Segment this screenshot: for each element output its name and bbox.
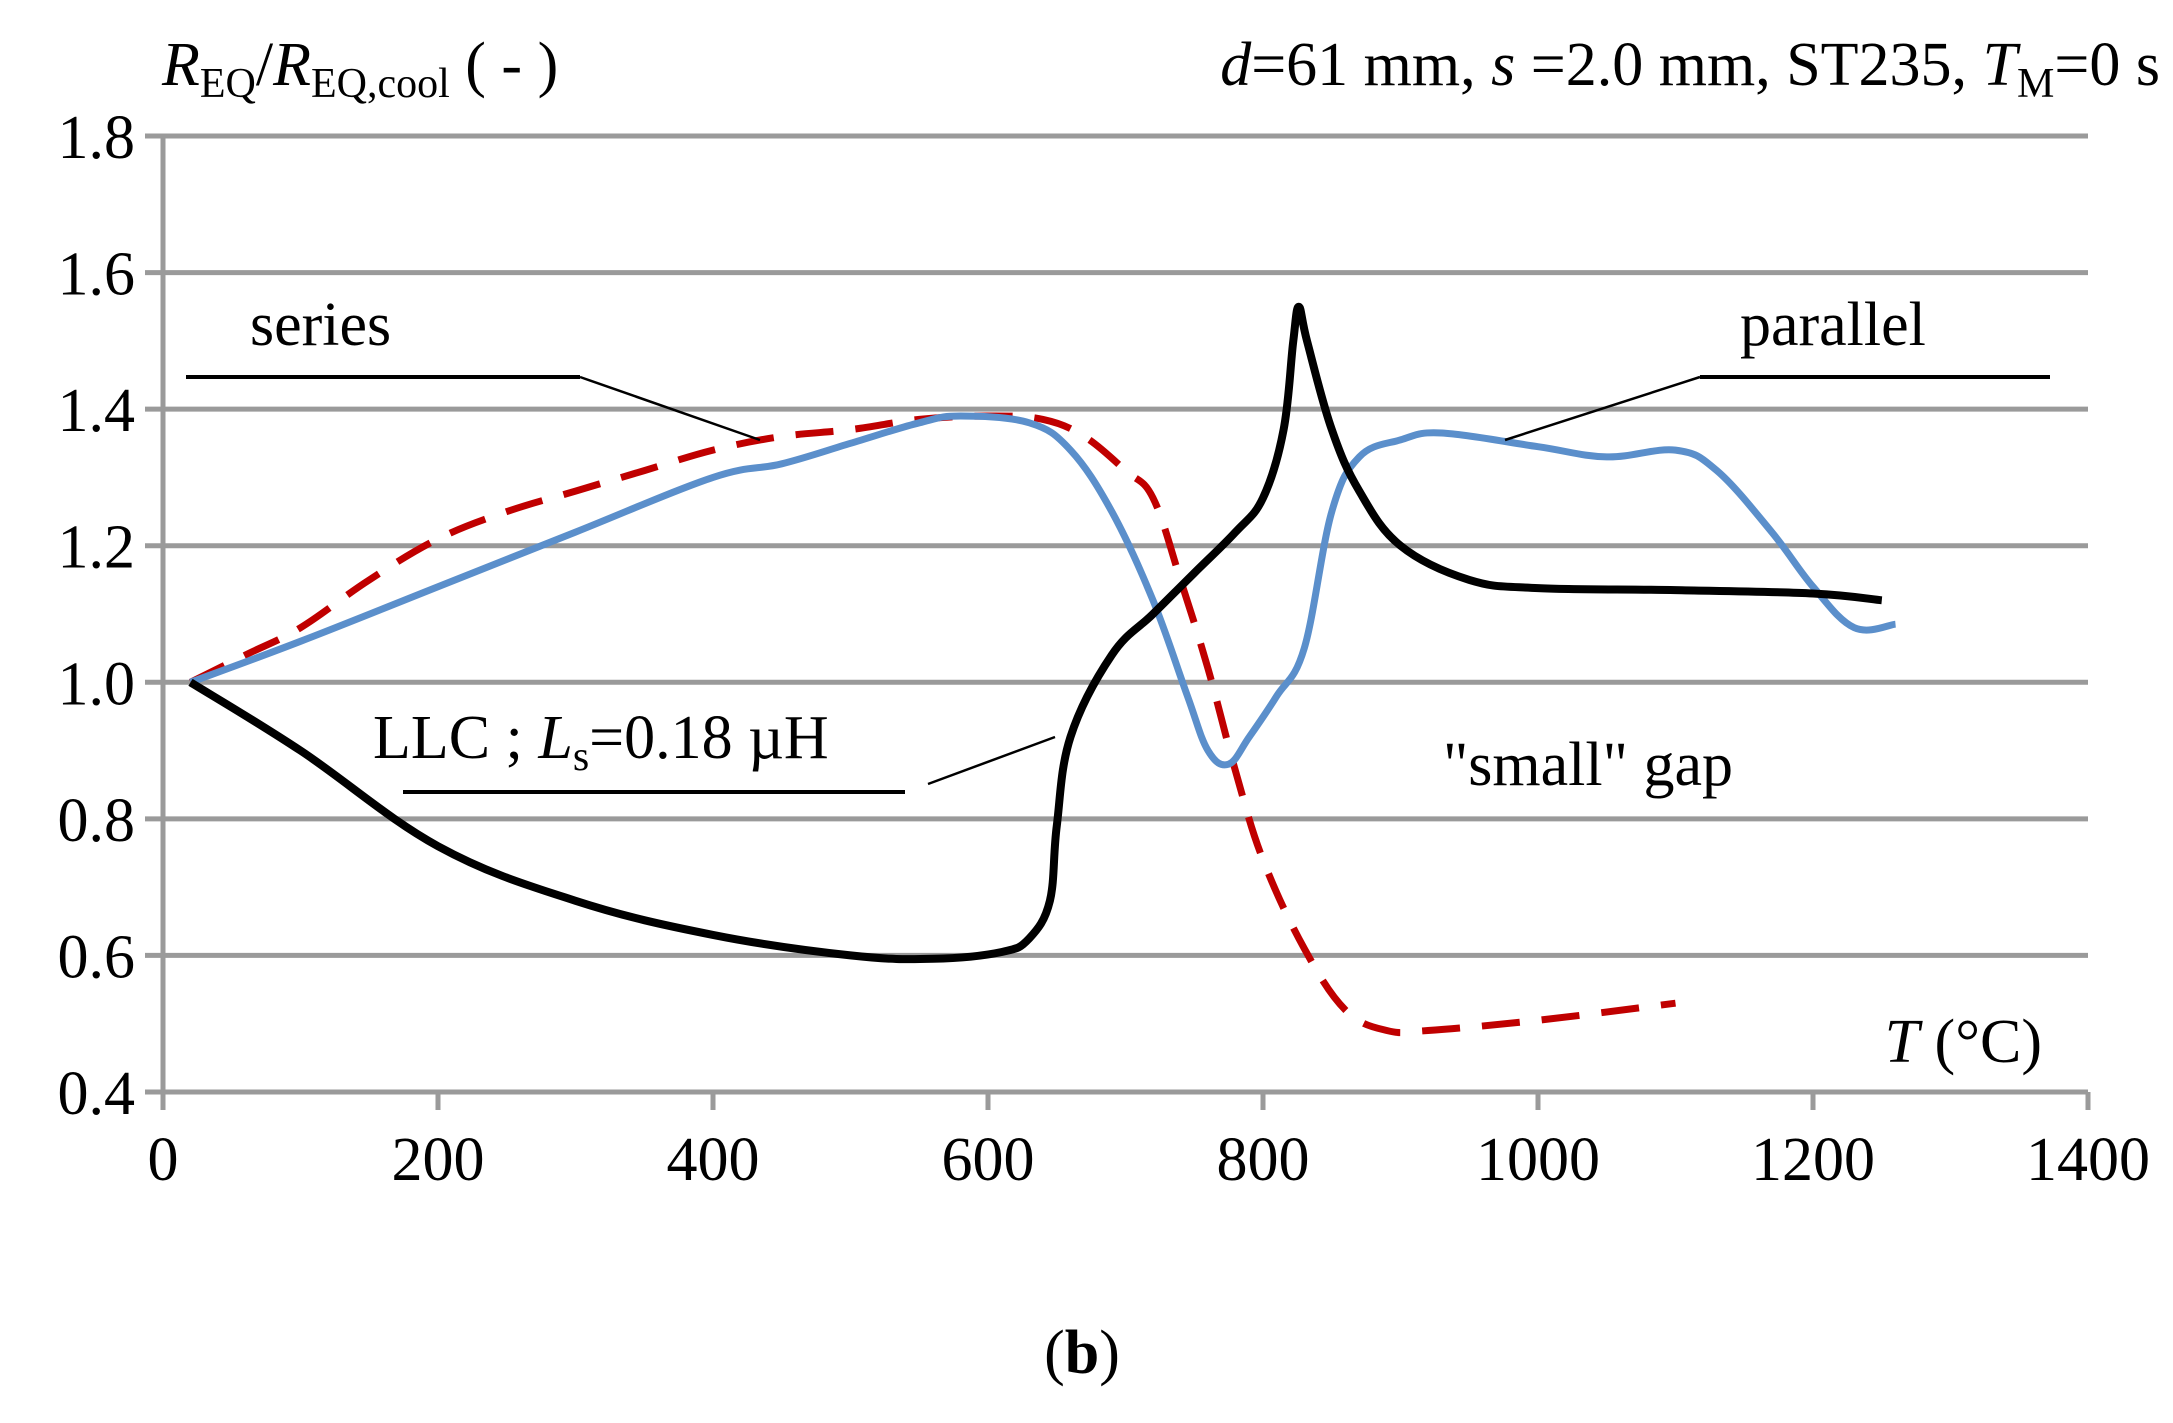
y-tick-label-0.8: 0.8 [58, 787, 136, 855]
grid-lines [163, 133, 2088, 958]
series-leader-line [579, 375, 761, 442]
x-tick-label-200: 200 [392, 1126, 485, 1194]
y-tick-label-1.2: 1.2 [58, 514, 136, 582]
x-tick-labels: 0 200 400 600 800 1000 1200 1400 [148, 1126, 2151, 1194]
x-tick-label-400: 400 [667, 1126, 760, 1194]
y-tick-label-1.4: 1.4 [58, 377, 136, 445]
y-tick-label-0.6: 0.6 [58, 923, 136, 991]
llc-annotation: LLC ; Ls=0.18 µH [373, 704, 829, 780]
y-tick-labels: 0.4 0.6 0.8 1.0 1.2 1.4 1.6 1.8 [58, 104, 136, 1128]
gap-annotation: "small" gap [1443, 731, 1733, 799]
x-tick-label-0: 0 [148, 1126, 179, 1194]
x-axis-label: T (°C) [1885, 1008, 2042, 1076]
panel-label: (b) [1044, 1319, 1120, 1387]
line-series [188, 412, 1676, 1037]
x-tick-label-1000: 1000 [1476, 1126, 1600, 1194]
parallel-annotation: parallel [1740, 291, 1926, 359]
chart-title: d=61 mm, s =2.0 mm, ST235, TM=0 s [1220, 31, 2160, 107]
series-annotation: series [250, 291, 391, 359]
x-tick-label-600: 600 [942, 1126, 1035, 1194]
y-tick-label-1.0: 1.0 [58, 650, 136, 718]
axes [145, 133, 2091, 1110]
line-parallel [189, 412, 1897, 769]
x-tick-label-1400: 1400 [2026, 1126, 2150, 1194]
y-axis-label: REQ/REQ,cool ( - ) [161, 31, 558, 107]
y-tick-label-1.8: 1.8 [58, 104, 136, 172]
llc-leader-line [927, 735, 1056, 786]
y-tick-label-1.6: 1.6 [58, 241, 136, 309]
x-tick-label-800: 800 [1217, 1126, 1310, 1194]
x-tick-label-1200: 1200 [1751, 1126, 1875, 1194]
line-llc-ls-0-18-h [188, 302, 1883, 964]
parallel-leader-line [1504, 375, 1701, 442]
data-series [188, 302, 1897, 1037]
y-tick-label-0.4: 0.4 [58, 1060, 136, 1128]
